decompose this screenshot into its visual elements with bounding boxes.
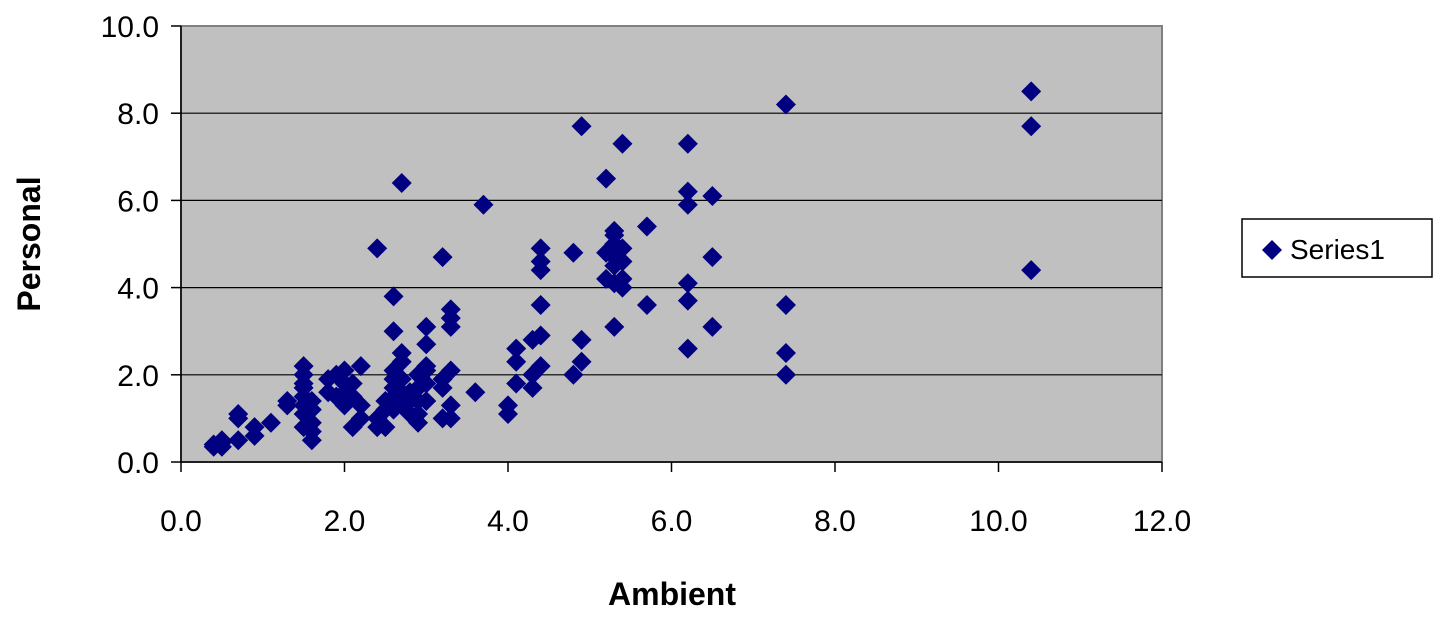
data-point-119 xyxy=(636,295,657,316)
legend-marker-diamond xyxy=(1262,240,1282,260)
x-tick-label-5: 10.0 xyxy=(969,505,1027,538)
data-point-39 xyxy=(350,356,371,377)
data-point-90 xyxy=(522,377,543,398)
data-point-99 xyxy=(563,364,584,385)
data-point-127 xyxy=(702,316,723,337)
x-tick-label-4: 8.0 xyxy=(814,505,856,538)
y-tick-label-1: 2.0 xyxy=(117,360,159,393)
y-tick-label-0: 0.0 xyxy=(117,447,159,480)
data-point-123 xyxy=(677,273,698,294)
data-point-55 xyxy=(391,369,412,390)
data-point-89 xyxy=(506,338,527,359)
data-point-63 xyxy=(408,404,429,425)
axes xyxy=(171,25,1163,472)
data-point-103 xyxy=(571,116,592,137)
data-point-101 xyxy=(571,351,592,372)
data-point-115 xyxy=(612,268,633,289)
data-point-87 xyxy=(506,373,527,394)
data-point-43 xyxy=(375,417,396,438)
data-point-70 xyxy=(416,356,437,377)
data-point-97 xyxy=(530,251,551,272)
data-point-4 xyxy=(211,430,232,451)
data-point-122 xyxy=(677,290,698,311)
data-point-10 xyxy=(260,412,281,433)
x-tick-label-0: 0.0 xyxy=(160,505,202,538)
data-point-100 xyxy=(563,242,584,263)
legend: Series1 xyxy=(1241,218,1433,278)
data-point-20 xyxy=(293,356,314,377)
y-tick-label-2: 4.0 xyxy=(117,273,159,306)
data-point-134 xyxy=(1021,260,1042,281)
data-point-72 xyxy=(416,316,437,337)
data-point-58 xyxy=(391,172,412,193)
data-point-5 xyxy=(228,430,249,451)
data-point-133 xyxy=(775,94,796,115)
data-point-25 xyxy=(301,390,322,411)
data-point-82 xyxy=(440,299,461,320)
data-point-128 xyxy=(702,247,723,268)
data-point-124 xyxy=(677,194,698,215)
data-point-126 xyxy=(677,133,698,154)
data-point-78 xyxy=(440,395,461,416)
y-axis-title: Personal xyxy=(11,176,47,311)
data-point-71 xyxy=(416,334,437,355)
data-point-106 xyxy=(596,168,617,189)
data-point-121 xyxy=(677,338,698,359)
data-point-86 xyxy=(498,395,518,416)
y-tick-label-4: 8.0 xyxy=(117,98,159,131)
data-point-79 xyxy=(440,360,461,381)
data-point-131 xyxy=(775,343,796,363)
data-point-93 xyxy=(530,356,551,377)
data-point-7 xyxy=(228,404,249,425)
data-point-132 xyxy=(775,295,796,316)
x-tick-label-3: 6.0 xyxy=(651,505,693,538)
data-point-42 xyxy=(367,238,388,259)
y-tick-labels: 0.0 2.0 4.0 6.0 8.0 10.0 xyxy=(101,11,159,480)
data-point-51 xyxy=(383,321,404,342)
data-point-37 xyxy=(350,408,371,429)
data-point-125 xyxy=(677,181,698,202)
data-points xyxy=(203,81,1042,457)
data-point-95 xyxy=(530,295,551,316)
data-point-76 xyxy=(432,247,453,268)
data-point-130 xyxy=(775,364,796,385)
x-tick-label-2: 4.0 xyxy=(487,505,529,538)
data-point-107 xyxy=(604,316,625,337)
legend-box xyxy=(1241,218,1433,278)
data-point-83 xyxy=(465,382,486,403)
data-point-68 xyxy=(416,373,437,394)
x-tick-label-6: 12.0 xyxy=(1133,505,1191,538)
y-tick-label-3: 6.0 xyxy=(117,185,159,218)
data-point-36 xyxy=(342,373,363,394)
data-point-98 xyxy=(530,238,551,259)
data-point-23 xyxy=(301,412,322,433)
y-tick-label-5: 10.0 xyxy=(101,11,159,44)
data-point-117 xyxy=(612,238,633,259)
x-tick-label-1: 2.0 xyxy=(324,505,366,538)
data-point-135 xyxy=(1021,116,1042,137)
x-axis-title: Ambient xyxy=(608,576,736,612)
data-point-12 xyxy=(277,390,298,411)
data-point-9 xyxy=(244,417,265,438)
data-point-118 xyxy=(612,133,633,154)
data-point-57 xyxy=(391,343,412,363)
data-point-88 xyxy=(506,351,527,372)
data-point-94 xyxy=(530,325,551,346)
x-tick-labels: 0.0 2.0 4.0 6.0 8.0 10.0 12.0 xyxy=(160,505,1191,538)
data-point-120 xyxy=(636,216,657,237)
data-point-129 xyxy=(702,186,723,207)
data-point-84 xyxy=(473,194,494,215)
legend-label-series1: Series1 xyxy=(1290,234,1385,265)
data-point-136 xyxy=(1021,81,1042,102)
data-point-116 xyxy=(612,251,633,272)
data-point-113 xyxy=(604,220,625,241)
data-point-52 xyxy=(383,286,404,307)
data-point-67 xyxy=(416,390,437,411)
data-point-77 xyxy=(440,408,461,429)
data-point-38 xyxy=(350,395,371,416)
data-point-102 xyxy=(571,329,592,350)
data-point-33 xyxy=(334,360,355,381)
